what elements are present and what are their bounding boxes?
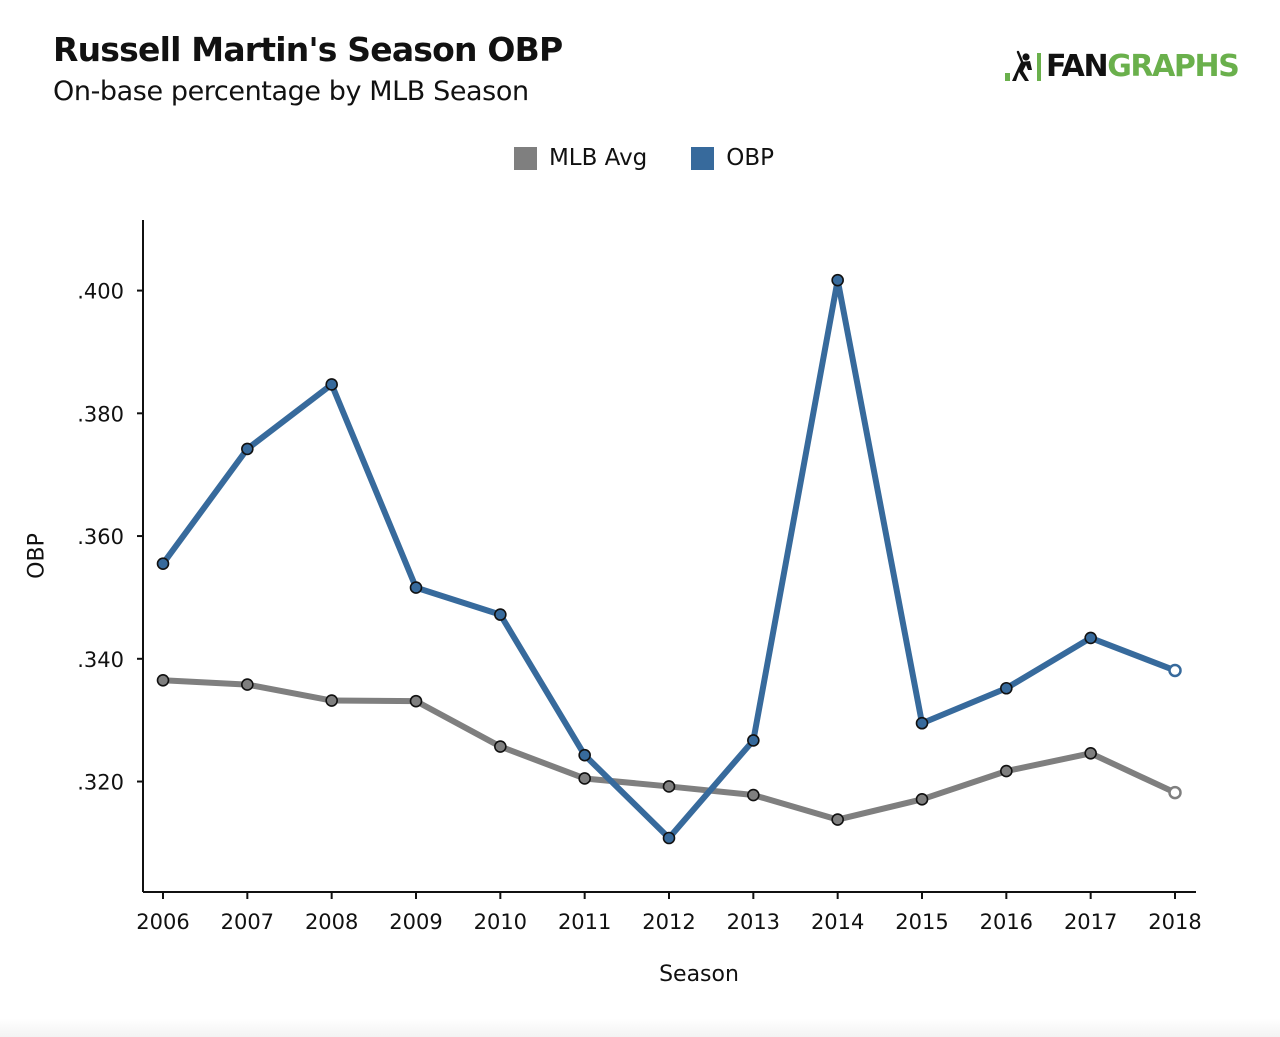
data-point-mlb-avg bbox=[578, 772, 591, 785]
chart-legend: MLB Avg OBP bbox=[0, 145, 1280, 171]
batter-icon bbox=[1005, 50, 1041, 81]
x-tick-label: 2010 bbox=[474, 910, 527, 934]
data-point-mlb-avg bbox=[409, 694, 423, 708]
x-tick-label: 2012 bbox=[642, 910, 695, 934]
logo-text-fan: FAN bbox=[1046, 49, 1109, 84]
data-point-obp bbox=[1084, 631, 1097, 645]
data-point-obp bbox=[241, 442, 254, 456]
x-tick-label: 2014 bbox=[811, 910, 864, 934]
y-axis-label: OBP bbox=[24, 533, 50, 579]
data-point-mlb-avg bbox=[1168, 785, 1182, 800]
legend-item-mlb-avg[interactable]: MLB Avg bbox=[513, 145, 648, 171]
x-tick-label: 2013 bbox=[727, 910, 780, 934]
legend-label-mlb-avg: MLB Avg bbox=[548, 145, 648, 171]
logo-text-graphs: GRAPHS bbox=[1107, 49, 1240, 84]
data-point-obp bbox=[915, 716, 929, 730]
data-point-mlb-avg bbox=[662, 780, 676, 793]
x-tick-label: 2009 bbox=[389, 910, 442, 934]
data-point-obp bbox=[747, 734, 760, 747]
data-point-obp bbox=[831, 273, 844, 287]
x-tick-label: 2016 bbox=[980, 910, 1033, 934]
legend-swatch-mlb-avg bbox=[513, 146, 537, 170]
data-point-mlb-avg bbox=[241, 678, 254, 691]
data-point-mlb-avg bbox=[831, 813, 844, 826]
chart-subtitle: On-base percentage by MLB Season bbox=[53, 76, 529, 107]
y-tick-label: .340 bbox=[77, 648, 124, 672]
series-line-mlb-avg bbox=[160, 677, 1178, 823]
data-point-mlb-avg bbox=[1000, 764, 1013, 778]
data-point-obp bbox=[156, 557, 170, 570]
legend-label-obp: OBP bbox=[726, 145, 775, 171]
chart-title: Russell Martin's Season OBP bbox=[53, 30, 563, 69]
data-point-obp bbox=[325, 378, 338, 391]
data-point-mlb-avg bbox=[747, 788, 760, 802]
x-tick-label: 2018 bbox=[1148, 910, 1201, 934]
data-point-mlb-avg bbox=[325, 694, 338, 707]
legend-item-obp[interactable]: OBP bbox=[691, 145, 774, 171]
data-point-obp bbox=[1000, 681, 1013, 695]
x-tick-label: 2011 bbox=[558, 910, 611, 934]
fangraphs-logo[interactable]: FANGRAPHS bbox=[1004, 47, 1240, 87]
series-line-obp bbox=[160, 277, 1178, 841]
data-point-obp bbox=[1168, 663, 1182, 678]
y-tick-label: .380 bbox=[77, 402, 124, 426]
footer-shade bbox=[0, 1019, 1280, 1037]
data-point-mlb-avg bbox=[156, 673, 170, 687]
x-tick-label: 2008 bbox=[305, 910, 358, 934]
data-point-obp bbox=[494, 608, 507, 621]
data-point-mlb-avg bbox=[915, 793, 929, 806]
y-tick-label: .400 bbox=[77, 280, 124, 304]
data-point-obp bbox=[662, 831, 676, 845]
data-point-mlb-avg bbox=[494, 740, 507, 753]
legend-swatch-obp bbox=[691, 146, 715, 170]
x-tick-label: 2015 bbox=[895, 910, 948, 934]
data-point-obp bbox=[578, 748, 591, 762]
x-axis-label: Season bbox=[659, 962, 739, 987]
x-tick-label: 2006 bbox=[136, 910, 189, 934]
data-point-mlb-avg bbox=[1084, 747, 1097, 760]
y-tick-label: .320 bbox=[77, 771, 124, 795]
y-tick-label: .360 bbox=[77, 525, 124, 549]
x-tick-label: 2017 bbox=[1064, 910, 1117, 934]
data-point-obp bbox=[409, 581, 423, 594]
x-tick-label: 2007 bbox=[221, 910, 274, 934]
